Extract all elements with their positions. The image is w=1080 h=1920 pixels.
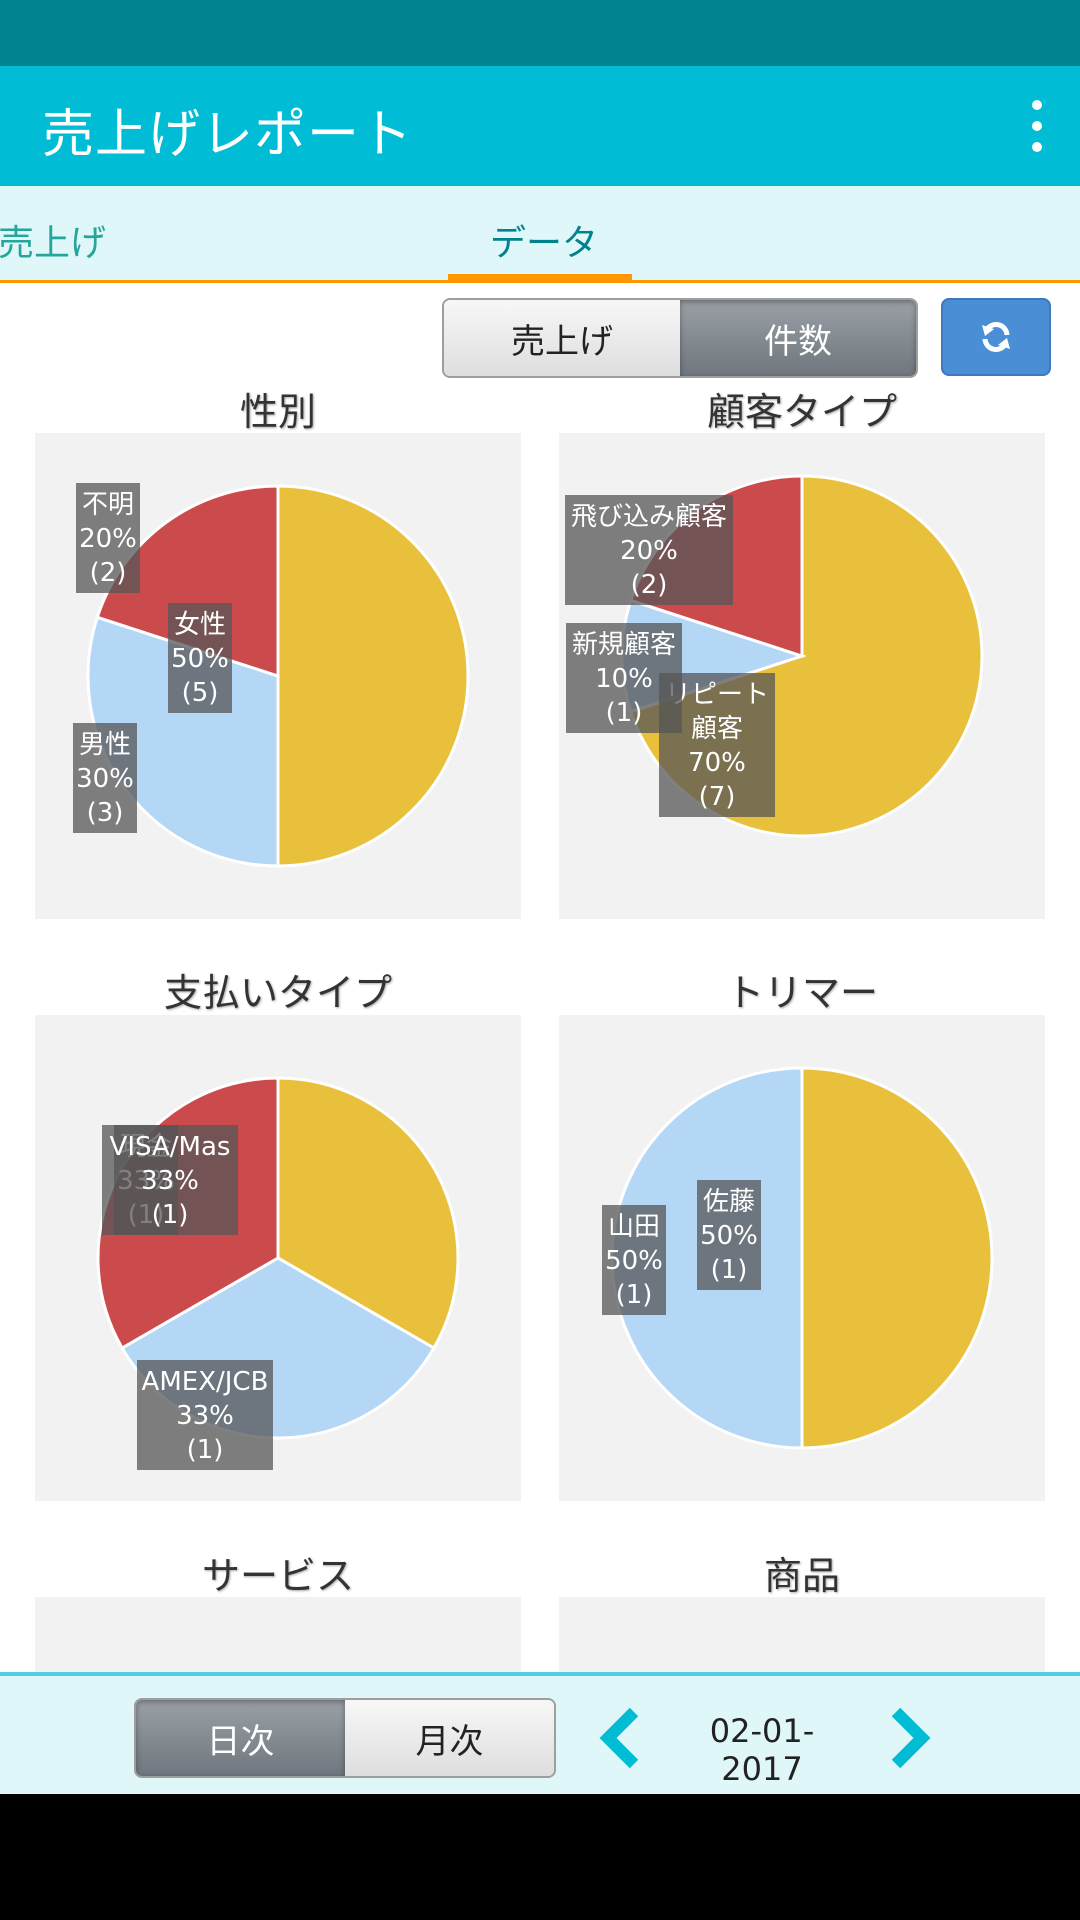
chart-products (559, 1597, 1045, 1673)
monthly-button[interactable]: 月次 (345, 1700, 554, 1776)
navigation-bar (0, 1794, 1080, 1920)
slice-label: 山田 50% (1) (602, 1205, 666, 1315)
slice-label-text: (5) (182, 678, 219, 708)
slice-label-text: (2) (631, 570, 668, 600)
slice-label-bg (73, 723, 137, 833)
refresh-icon (982, 322, 1010, 352)
toggle-sales-button[interactable]: 売上げ (444, 300, 680, 376)
chart-gender: 女性 50% (5) 男性 30% (3) 不明 20% (2) (35, 433, 521, 919)
app-title: 売上げレポート (42, 105, 414, 165)
slice-label-text: VISA/Mas (110, 1132, 231, 1162)
pie-chart-trimmer: 佐藤 50% (1) 山田 50% (1) (602, 1066, 994, 1450)
slice-label-text: 50% (171, 644, 229, 674)
chart-title-products: 商品 (763, 1554, 840, 1598)
slice-label-text: 33% (141, 1166, 199, 1196)
slice-label-bg (76, 483, 140, 593)
slice-label-text: 30% (76, 764, 134, 794)
bottom-bar: 日次 月次 02-01-2017 (0, 1672, 1080, 1798)
overflow-menu-icon[interactable] (1018, 98, 1054, 154)
slice-label: VISA/Mas 33% (1) (102, 1125, 238, 1235)
slice-label-text: 33% (176, 1401, 234, 1431)
slice-label: 女性 50% (5) (168, 603, 232, 713)
tab-sales[interactable]: 売上げ (0, 223, 107, 264)
slice-label-text: 山田 (608, 1212, 660, 1242)
report-content: 売上げ 件数 性別 女性 50% (5) 男性 30% (3) 不明 20% (2) 顧客タイプ… (0, 283, 1080, 1673)
slice-label-bg (602, 1205, 666, 1315)
slice-label-text: 新規顧客 (572, 630, 676, 660)
tab-bar: 売上げ データ (0, 186, 1080, 283)
chevron-right-icon[interactable] (878, 1706, 938, 1770)
chevron-left-icon[interactable] (592, 1706, 652, 1770)
slice-label: 佐藤 50% (1) (697, 1180, 761, 1290)
daily-button[interactable]: 日次 (136, 1700, 345, 1776)
toggle-count-button[interactable]: 件数 (680, 300, 916, 376)
pie-slice[interactable] (95, 484, 280, 679)
app-bar: 売上げレポート (0, 66, 1080, 186)
chart-title-customer-type: 顧客タイプ (706, 390, 897, 434)
slice-label-text: 70% (688, 748, 746, 778)
slice-label-bg (566, 623, 682, 733)
status-bar (0, 0, 1080, 66)
pie-slice[interactable] (276, 484, 470, 868)
chart-title-payment-type: 支払いタイプ (163, 971, 392, 1015)
slice-label-text: 10% (595, 664, 653, 694)
slice-label: 飛び込み顧客 20% (2) (565, 495, 733, 605)
slice-label-bg (565, 495, 733, 605)
chart-trimmer: 佐藤 50% (1) 山田 50% (1) (559, 1015, 1045, 1501)
date-field[interactable]: 02-01-2017 (678, 1712, 846, 1797)
period-toggle: 日次 月次 (134, 1698, 556, 1778)
slice-label-bg (168, 603, 232, 713)
slice-label-text: 50% (700, 1221, 758, 1251)
tab-indicator (448, 274, 632, 280)
slice-label-text: 50% (605, 1246, 663, 1276)
slice-label: 不明 20% (2) (76, 483, 140, 593)
metric-toggle: 売上げ 件数 (442, 298, 918, 378)
slice-label-text: 不明 (82, 490, 134, 520)
slice-label: 新規顧客 10% (1) (566, 623, 682, 733)
chart-title-service: サービス (201, 1554, 354, 1598)
refresh-button[interactable] (941, 298, 1051, 376)
slice-label: 男性 30% (3) (73, 723, 137, 833)
pie-chart-gender: 女性 50% (5) 男性 30% (3) 不明 20% (2) (73, 483, 470, 868)
slice-label-text: (1) (187, 1435, 224, 1465)
slice-label-bg (137, 1360, 273, 1470)
pie-slice[interactable] (276, 1076, 460, 1351)
slice-label-text: リピート (665, 680, 769, 710)
slice-label-text: 飛び込み顧客 (571, 502, 727, 532)
slice-label-bg (102, 1125, 238, 1235)
slice-label-text: (1) (152, 1200, 189, 1230)
slice-label-text: 20% (79, 524, 137, 554)
slice-label-text: (1) (606, 698, 643, 728)
slice-label-text: 女性 (174, 610, 226, 640)
slice-label: AMEX/JCB 33% (1) (137, 1360, 273, 1470)
tab-data[interactable]: データ (490, 223, 599, 264)
chart-customer-type: リピート顧客 70% (7) 新規顧客 10% (1) 飛び込み顧客 20% (2) (559, 433, 1045, 919)
slice-label-text: (2) (90, 558, 127, 588)
slice-label-text: (3) (87, 798, 124, 828)
slice-label-text: (1) (711, 1255, 748, 1285)
slice-label-text: AMEX/JCB (142, 1367, 269, 1397)
chart-service (35, 1597, 521, 1673)
slice-label-text: 男性 (79, 730, 131, 760)
slice-label-text: (1) (616, 1280, 653, 1310)
slice-label-text: (7) (699, 782, 736, 812)
chart-title-trimmer: トリマー (725, 971, 878, 1015)
chart-title-gender: 性別 (239, 390, 316, 434)
pie-slice[interactable] (800, 1066, 994, 1450)
slice-label-text: 佐藤 (703, 1187, 755, 1217)
slice-label-text: 20% (620, 536, 678, 566)
slice-label-text: 顧客 (691, 714, 743, 744)
slice-label-bg (697, 1180, 761, 1290)
